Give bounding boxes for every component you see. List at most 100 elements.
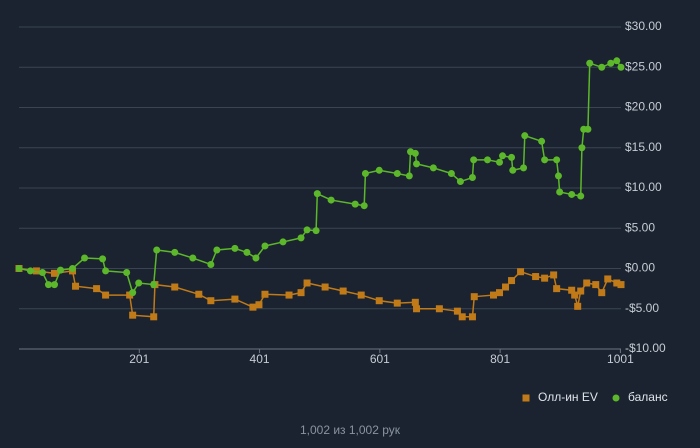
data-point xyxy=(405,172,413,180)
data-point xyxy=(568,190,576,198)
data-point xyxy=(568,286,576,294)
y-tick-label: -$5.00 xyxy=(625,301,659,315)
data-point xyxy=(538,137,546,145)
data-point xyxy=(279,238,287,246)
data-point xyxy=(50,281,58,289)
series-line xyxy=(18,267,622,318)
legend-label: Олл-ин EV xyxy=(538,390,598,404)
data-point xyxy=(550,271,558,279)
data-point xyxy=(255,301,263,309)
data-point xyxy=(375,166,383,174)
data-point xyxy=(38,269,46,277)
data-point xyxy=(339,287,347,295)
data-point xyxy=(261,290,269,298)
data-point xyxy=(411,149,419,157)
data-point xyxy=(458,313,466,321)
data-point xyxy=(598,289,606,297)
data-point xyxy=(99,255,107,263)
data-point xyxy=(532,273,540,281)
legend-marker xyxy=(522,394,530,402)
data-point xyxy=(72,282,80,290)
data-point xyxy=(584,125,592,133)
legend-label: баланс xyxy=(628,390,668,404)
data-point xyxy=(553,285,561,293)
data-point xyxy=(231,295,239,303)
data-point xyxy=(604,275,612,283)
data-point xyxy=(375,297,383,305)
data-point xyxy=(357,291,365,299)
data-point xyxy=(553,156,561,164)
data-point xyxy=(429,164,437,172)
data-point xyxy=(393,299,401,307)
x-tick-label: 201 xyxy=(129,352,149,366)
data-point xyxy=(393,170,401,178)
data-point xyxy=(327,196,335,204)
legend-marker xyxy=(612,394,620,402)
data-point xyxy=(435,305,443,313)
data-point xyxy=(577,287,585,295)
data-point xyxy=(189,254,197,262)
data-point xyxy=(556,188,564,196)
data-point xyxy=(499,152,507,160)
data-point xyxy=(207,297,215,305)
data-point xyxy=(26,267,34,275)
data-point xyxy=(69,265,77,272)
data-point xyxy=(468,174,476,182)
data-point xyxy=(171,283,179,291)
data-point xyxy=(303,279,311,287)
data-point xyxy=(126,291,134,299)
data-point xyxy=(496,289,504,297)
data-point xyxy=(321,283,329,291)
data-point xyxy=(554,172,562,180)
data-point xyxy=(453,307,461,315)
data-point xyxy=(195,290,203,298)
data-point xyxy=(577,192,585,200)
data-point xyxy=(470,293,478,301)
data-point xyxy=(517,268,525,276)
data-point xyxy=(509,166,517,174)
y-tick-label: $20.00 xyxy=(625,100,662,114)
data-point xyxy=(456,178,464,186)
data-point xyxy=(313,190,321,198)
series-line xyxy=(18,59,622,295)
data-point xyxy=(243,248,251,256)
data-point xyxy=(470,156,478,164)
data-point xyxy=(231,244,239,252)
data-point xyxy=(607,59,615,67)
data-point xyxy=(592,281,600,289)
data-point xyxy=(468,313,476,321)
data-point xyxy=(617,281,625,289)
data-point xyxy=(413,305,421,313)
data-point xyxy=(613,279,621,287)
data-point xyxy=(102,267,110,275)
data-point xyxy=(360,202,368,210)
x-tick-label: 401 xyxy=(250,352,270,366)
data-point xyxy=(351,200,359,208)
data-point xyxy=(261,242,269,250)
data-point xyxy=(297,234,305,242)
data-point xyxy=(171,248,179,256)
data-point xyxy=(297,289,305,297)
data-point xyxy=(252,254,260,262)
data-point xyxy=(129,289,137,297)
data-point xyxy=(123,269,131,277)
data-point xyxy=(285,291,293,299)
data-point xyxy=(93,285,101,293)
data-point xyxy=(153,246,161,254)
data-point xyxy=(102,291,110,299)
data-point xyxy=(303,226,311,234)
data-point xyxy=(541,156,549,164)
data-point xyxy=(32,267,40,275)
data-point xyxy=(135,279,143,287)
data-point xyxy=(207,260,215,268)
footer: 1,002 из 1,002 рук xyxy=(300,423,401,437)
data-point xyxy=(483,156,491,164)
data-point xyxy=(617,63,625,71)
data-point xyxy=(150,281,158,289)
data-point xyxy=(44,281,52,289)
data-point xyxy=(583,279,591,287)
y-tick-label: -$10.00 xyxy=(625,341,666,355)
data-point xyxy=(571,291,579,299)
x-tick-label: 601 xyxy=(370,352,390,366)
